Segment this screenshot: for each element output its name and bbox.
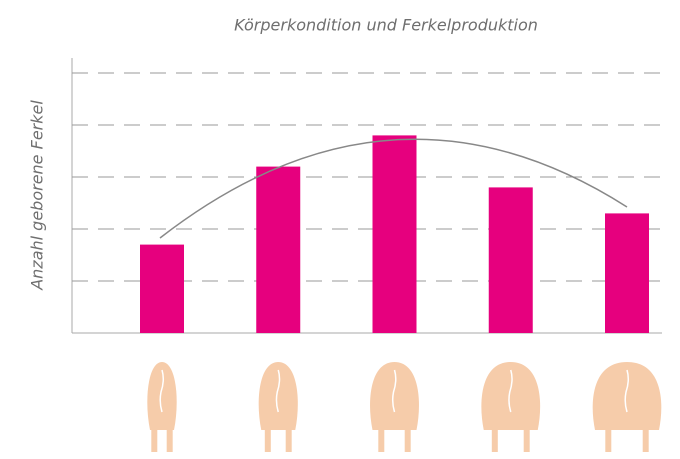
pig-leg xyxy=(167,426,173,452)
pig-icon xyxy=(481,362,540,452)
pig-icon xyxy=(593,362,662,452)
bar xyxy=(605,213,649,333)
chart: Körperkondition und Ferkelproduktion Anz… xyxy=(0,0,680,459)
y-axis-label: Anzahl geborene Ferkel xyxy=(28,100,47,291)
pig-leg xyxy=(643,426,649,452)
bars xyxy=(140,135,649,333)
pig-leg xyxy=(524,426,530,452)
bar xyxy=(256,167,300,333)
pig-leg xyxy=(151,426,157,452)
pig-leg xyxy=(265,426,271,452)
pig-leg xyxy=(605,426,611,452)
pig-leg xyxy=(492,426,498,452)
pig-icon xyxy=(370,362,419,452)
pig-icon xyxy=(147,362,176,452)
bar xyxy=(140,245,184,333)
pig-leg xyxy=(378,426,384,452)
pig-leg xyxy=(286,426,292,452)
pig-icons xyxy=(147,362,661,452)
chart-title: Körperkondition und Ferkelproduktion xyxy=(234,16,538,35)
bar xyxy=(373,135,417,333)
pig-leg xyxy=(405,426,411,452)
pig-icon xyxy=(259,362,298,452)
bar xyxy=(489,187,533,333)
